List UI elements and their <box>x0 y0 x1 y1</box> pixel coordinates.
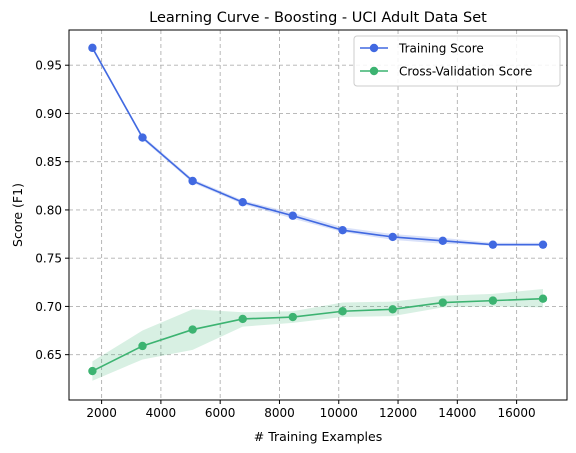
cv-line <box>92 297 544 372</box>
series-points <box>88 43 548 376</box>
legend-marker-cv <box>369 66 379 76</box>
training-point <box>288 211 298 220</box>
cv-point <box>138 341 147 351</box>
training-point <box>388 232 397 242</box>
y-tick-label: 0.70 <box>35 300 62 314</box>
training-point <box>138 133 147 142</box>
training-point <box>338 225 347 235</box>
y-tick-label: 0.85 <box>35 155 62 169</box>
y-tick-label: 0.95 <box>35 59 62 73</box>
legend-label-cv: Cross-Validation Score <box>399 65 532 79</box>
training-point <box>88 43 97 53</box>
cv-band <box>92 289 543 381</box>
cv-point <box>288 312 298 322</box>
cv-point <box>488 296 498 305</box>
x-axis-ticks: 2000 4000 6000 8000 10000 12000 14000 16000 <box>86 400 536 420</box>
confidence-bands <box>92 45 543 381</box>
cv-point <box>188 325 197 334</box>
training-point <box>538 240 548 249</box>
y-tick-label: 0.65 <box>35 348 62 362</box>
y-tick-label: 0.80 <box>35 203 62 217</box>
training-point <box>238 198 247 207</box>
x-tick-label: 12000 <box>379 406 417 420</box>
training-point <box>488 240 498 249</box>
x-tick-label: 14000 <box>438 406 476 420</box>
cv-point <box>338 307 347 316</box>
y-tick-label: 0.90 <box>35 107 62 121</box>
x-tick-label: 4000 <box>146 406 177 420</box>
legend-marker-training <box>369 43 379 53</box>
x-tick-label: 16000 <box>498 406 536 420</box>
y-axis-ticks: 0.65 0.70 0.75 0.80 0.85 0.90 0.95 <box>35 59 69 362</box>
plot-frame <box>68 29 568 401</box>
cv-point <box>238 314 247 324</box>
x-tick-label: 6000 <box>205 406 236 420</box>
y-axis-label: Score (F1) <box>10 183 25 247</box>
legend-label-training: Training Score <box>398 42 484 56</box>
chart-title: Learning Curve - Boosting - UCI Adult Da… <box>149 10 487 26</box>
x-tick-label: 10000 <box>320 406 358 420</box>
training-point <box>188 176 197 186</box>
legend: Training Score Cross-Validation Score <box>353 35 561 87</box>
x-tick-label: 2000 <box>86 406 117 420</box>
x-axis-label: # Training Examples <box>254 429 383 444</box>
cv-point <box>538 294 548 303</box>
cv-point <box>88 366 97 376</box>
cv-point <box>438 298 447 307</box>
y-tick-label: 0.75 <box>35 252 62 266</box>
x-tick-label: 8000 <box>264 406 295 420</box>
cv-point <box>388 305 397 314</box>
training-point <box>438 236 447 246</box>
training-line <box>91 47 543 246</box>
series-lines <box>91 47 544 372</box>
legend-box <box>353 35 561 87</box>
